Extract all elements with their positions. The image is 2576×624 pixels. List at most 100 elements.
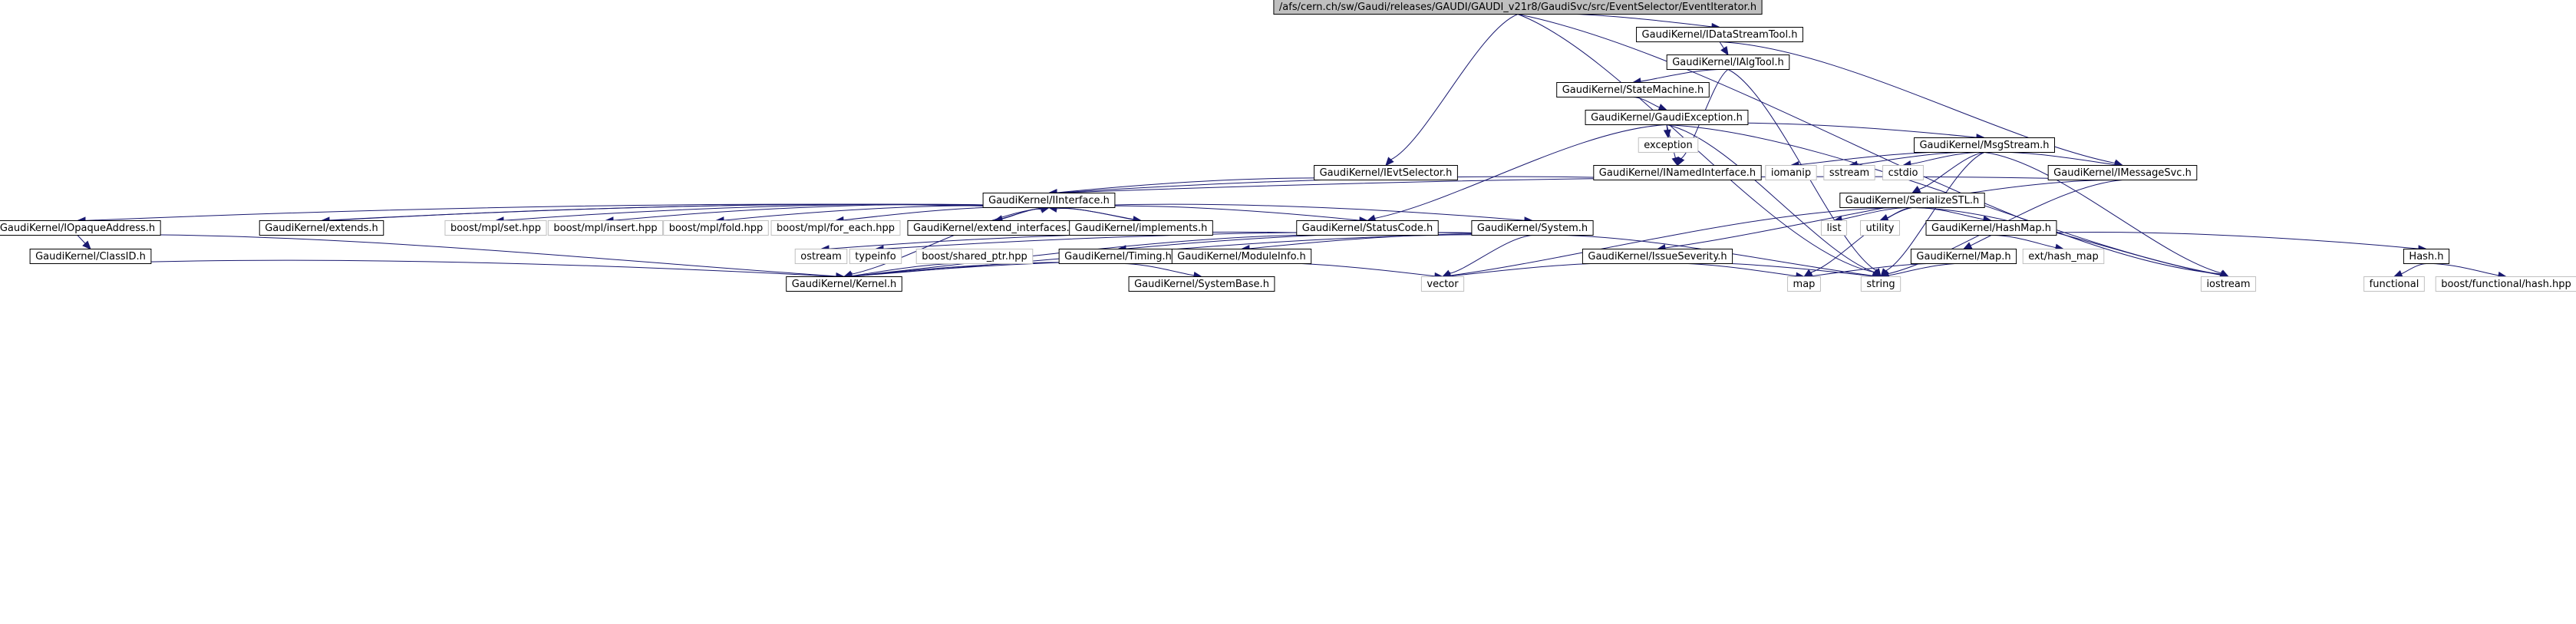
node-box[interactable]	[1585, 110, 1749, 125]
graph-node[interactable]: GaudiKernel/MsgStream.h	[1913, 137, 2056, 153]
graph-node[interactable]: functional	[2363, 276, 2425, 292]
node-box[interactable]	[1823, 165, 1875, 180]
graph-node[interactable]: GaudiKernel/SerializeSTL.h	[1839, 193, 1985, 208]
graph-node[interactable]: list	[1820, 220, 1848, 236]
graph-node[interactable]: string	[1860, 276, 1901, 292]
node-box[interactable]	[1765, 165, 1817, 180]
dependency-edge	[321, 203, 1051, 221]
node-box[interactable]	[1910, 249, 2017, 264]
graph-root-node[interactable]: /afs/cern.ch/sw/Gaudi/releases/GAUDI/GAU…	[1273, 0, 1763, 15]
node-box[interactable]	[444, 220, 547, 236]
graph-node[interactable]: GaudiKernel/HashMap.h	[1925, 220, 2057, 236]
node-label: GaudiKernel/INamedInterface.h	[1599, 167, 1756, 179]
node-box[interactable]	[1273, 0, 1763, 15]
graph-node[interactable]: sstream	[1823, 165, 1875, 180]
graph-node[interactable]: ext/hash_map	[2022, 249, 2105, 264]
graph-node[interactable]: GaudiKernel/IInterface.h	[982, 193, 1116, 208]
graph-node[interactable]: vector	[1420, 276, 1465, 292]
node-box[interactable]	[0, 220, 161, 236]
node-box[interactable]	[1128, 276, 1275, 292]
node-label: GaudiKernel/IssueSeverity.h	[1588, 251, 1727, 262]
graph-node[interactable]: GaudiKernel/ModuleInfo.h	[1171, 249, 1312, 264]
node-box[interactable]	[2047, 165, 2198, 180]
graph-node[interactable]: cstdio	[1882, 165, 1924, 180]
node-box[interactable]	[2435, 276, 2576, 292]
graph-node[interactable]: exception	[1638, 137, 1699, 153]
node-box[interactable]	[1666, 54, 1790, 70]
node-box[interactable]	[1296, 220, 1439, 236]
node-box[interactable]	[849, 249, 902, 264]
node-box[interactable]	[786, 276, 902, 292]
node-box[interactable]	[1069, 220, 1213, 236]
graph-node[interactable]: GaudiKernel/Kernel.h	[786, 276, 902, 292]
node-box[interactable]	[982, 193, 1116, 208]
graph-node[interactable]: GaudiKernel/INamedInterface.h	[1593, 165, 1762, 180]
graph-node[interactable]: boost/mpl/insert.hpp	[547, 220, 664, 236]
graph-node[interactable]: GaudiKernel/IDataStreamTool.h	[1636, 27, 1803, 42]
node-box[interactable]	[663, 220, 769, 236]
node-label: functional	[2370, 279, 2419, 290]
graph-node[interactable]: GaudiKernel/IEvtSelector.h	[1314, 165, 1458, 180]
graph-node[interactable]: iostream	[2200, 276, 2257, 292]
node-box[interactable]	[2200, 276, 2257, 292]
graph-node[interactable]: GaudiKernel/extend_interfaces.h	[907, 220, 1082, 236]
node-box[interactable]	[1171, 249, 1312, 264]
graph-node[interactable]: GaudiKernel/StatusCode.h	[1296, 220, 1439, 236]
graph-node[interactable]: boost/mpl/fold.hpp	[663, 220, 769, 236]
graph-node[interactable]: GaudiKernel/implements.h	[1069, 220, 1213, 236]
node-box[interactable]	[29, 249, 152, 264]
node-box[interactable]	[1314, 165, 1458, 180]
graph-node[interactable]: Hash.h	[2403, 249, 2450, 264]
node-box[interactable]	[1820, 220, 1848, 236]
graph-node[interactable]: boost/functional/hash.hpp	[2435, 276, 2576, 292]
node-box[interactable]	[915, 249, 1034, 264]
graph-node[interactable]: utility	[1860, 220, 1900, 236]
graph-node[interactable]: GaudiKernel/System.h	[1471, 220, 1594, 236]
node-box[interactable]	[770, 220, 901, 236]
graph-node[interactable]: GaudiKernel/Map.h	[1910, 249, 2017, 264]
node-box[interactable]	[2363, 276, 2425, 292]
node-box[interactable]	[1839, 193, 1985, 208]
node-label: boost/mpl/fold.hpp	[669, 223, 764, 234]
node-box[interactable]	[794, 249, 848, 264]
graph-node[interactable]: GaudiKernel/IssueSeverity.h	[1582, 249, 1733, 264]
node-label: GaudiKernel/IAlgTool.h	[1672, 57, 1784, 68]
node-label: boost/functional/hash.hpp	[2441, 279, 2571, 290]
node-box[interactable]	[259, 220, 384, 236]
graph-node[interactable]: typeinfo	[849, 249, 902, 264]
graph-node[interactable]: GaudiKernel/IMessageSvc.h	[2047, 165, 2198, 180]
graph-node[interactable]: boost/mpl/for_each.hpp	[770, 220, 901, 236]
graph-node[interactable]: GaudiKernel/extends.h	[259, 220, 384, 236]
node-label: GaudiKernel/IDataStreamTool.h	[1642, 29, 1798, 41]
node-box[interactable]	[1582, 249, 1733, 264]
graph-node[interactable]: ostream	[794, 249, 848, 264]
graph-node[interactable]: GaudiKernel/Timing.h	[1058, 249, 1178, 264]
graph-node[interactable]: GaudiKernel/IOpaqueAddress.h	[0, 220, 161, 236]
node-box[interactable]	[2022, 249, 2105, 264]
graph-node[interactable]: GaudiKernel/GaudiException.h	[1585, 110, 1749, 125]
node-box[interactable]	[1638, 137, 1699, 153]
graph-node[interactable]: GaudiKernel/SystemBase.h	[1128, 276, 1275, 292]
node-box[interactable]	[1556, 82, 1710, 97]
graph-node[interactable]: boost/shared_ptr.hpp	[915, 249, 1034, 264]
node-box[interactable]	[1860, 276, 1901, 292]
graph-node[interactable]: boost/mpl/set.hpp	[444, 220, 547, 236]
node-box[interactable]	[1593, 165, 1762, 180]
graph-node[interactable]: map	[1787, 276, 1821, 292]
node-box[interactable]	[1420, 276, 1465, 292]
node-box[interactable]	[1925, 220, 2057, 236]
graph-node[interactable]: iomanip	[1765, 165, 1817, 180]
graph-node[interactable]: GaudiKernel/IAlgTool.h	[1666, 54, 1790, 70]
node-box[interactable]	[1913, 137, 2056, 153]
graph-node[interactable]: GaudiKernel/ClassID.h	[29, 249, 152, 264]
node-box[interactable]	[1787, 276, 1821, 292]
node-box[interactable]	[1636, 27, 1803, 42]
graph-node[interactable]: GaudiKernel/StateMachine.h	[1556, 82, 1710, 97]
node-box[interactable]	[1471, 220, 1594, 236]
node-box[interactable]	[1882, 165, 1924, 180]
node-box[interactable]	[1860, 220, 1900, 236]
node-box[interactable]	[547, 220, 664, 236]
node-box[interactable]	[2403, 249, 2450, 264]
